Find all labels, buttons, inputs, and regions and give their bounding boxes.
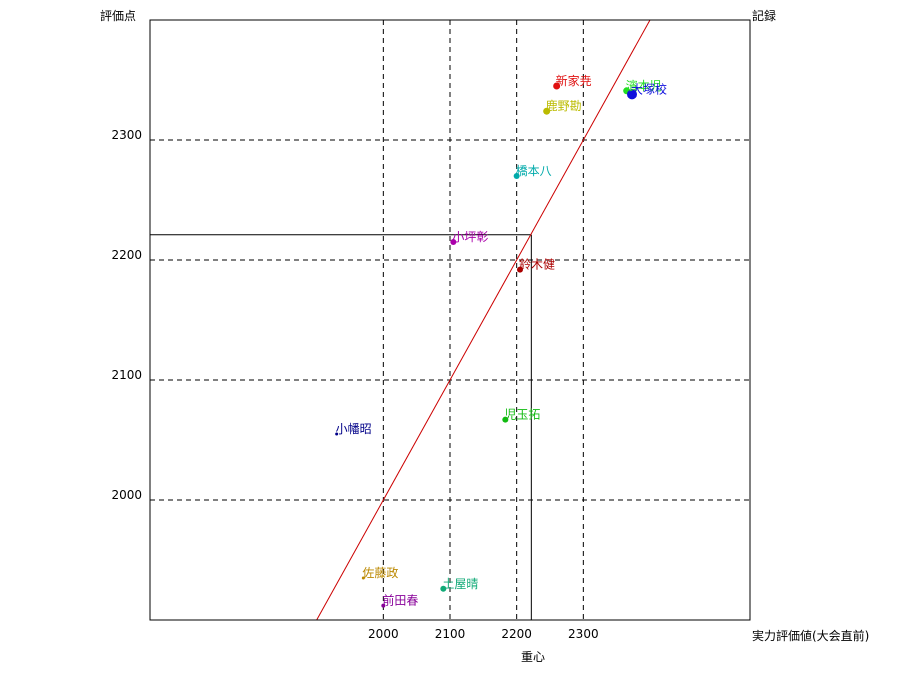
x-axis-label: 実力評価値(大会直前) [752, 628, 869, 643]
data-point [543, 107, 551, 115]
y-axis-label: 評価点 [100, 8, 136, 23]
point-label: 鹿野勘 [546, 98, 582, 113]
x-tick-label: 2100 [435, 627, 466, 641]
x-tick-labels: 2000 2100 2200 2300 [368, 627, 599, 641]
point-label: 児玉拓 [504, 408, 540, 422]
point-label: 佐藤政 [362, 566, 398, 580]
top-right-label: 記録 [752, 8, 776, 23]
x-tick-label: 2200 [501, 627, 532, 641]
y-tick-label: 2000 [111, 488, 142, 502]
data-point [440, 585, 447, 592]
diagonal-line [316, 19, 651, 621]
point-label: 小幡昭 [336, 421, 372, 436]
point-label: 濱本児 [626, 79, 662, 93]
point-label: 鈴木健 [519, 257, 555, 272]
centroid-box [150, 234, 532, 620]
point-label: 小坪彰 [452, 229, 488, 244]
point-label: 新家尭 [556, 73, 592, 88]
data-points [335, 82, 637, 608]
point-label: 前田春 [382, 593, 418, 608]
y-tick-label: 2100 [111, 368, 142, 382]
reference-line [316, 19, 651, 621]
data-point [450, 239, 457, 245]
data-point [361, 576, 365, 580]
y-tick-labels: 2000 2100 2200 2300 [111, 128, 142, 502]
data-point [553, 82, 561, 90]
data-point [381, 603, 386, 608]
x-tick-label: 2300 [568, 627, 599, 641]
data-point [335, 432, 339, 436]
x-tick-label: 2000 [368, 627, 399, 641]
center-label: 重心 [521, 650, 545, 664]
data-point [627, 89, 637, 100]
point-label: 大塚校 [631, 81, 667, 96]
point-label: 土屋晴 [442, 577, 478, 591]
plot-frame [149, 19, 751, 621]
data-point [502, 416, 509, 423]
data-point [517, 266, 523, 273]
data-point [513, 173, 520, 179]
y-tick-label: 2300 [111, 128, 142, 142]
point-label: 橋本八 [516, 164, 552, 178]
y-tick-label: 2200 [111, 248, 142, 262]
